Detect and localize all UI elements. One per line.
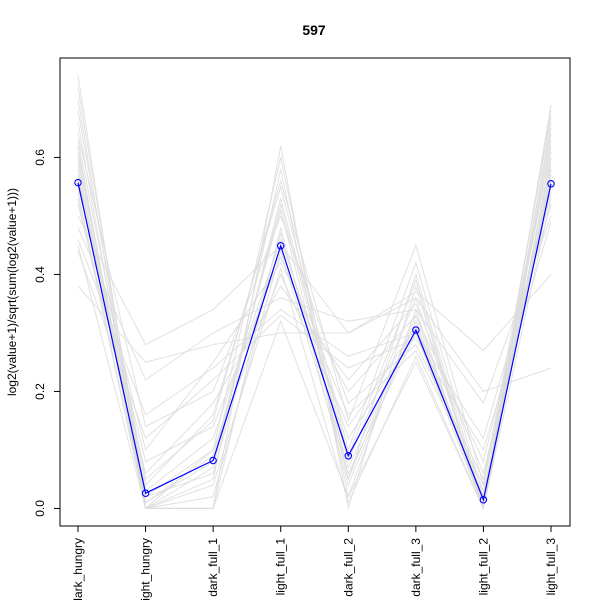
highlight-point — [209, 456, 217, 465]
background-series-line — [77, 139, 552, 510]
background-series-line — [77, 151, 552, 487]
x-tick-label: light_full_1 — [274, 538, 288, 596]
background-series-line — [77, 169, 552, 511]
background-series-line — [77, 157, 552, 505]
x-tick-label: dark_hungry — [71, 538, 85, 600]
highlight-point — [479, 495, 488, 504]
x-axis: dark_hungry light_hungry dark_full_1 light_… — [71, 526, 558, 600]
background-series-line — [77, 133, 552, 481]
y-axis-label: log2(value+1)/sqrt(sum(log2(value+1))) — [5, 188, 19, 396]
x-tick-label: light_hungry — [139, 538, 153, 600]
background-series-line — [77, 87, 552, 503]
highlight-point — [412, 326, 420, 334]
x-tick-label: dark_full_2 — [341, 538, 355, 597]
background-series-line — [77, 180, 552, 464]
y-tick-label: 0.0 — [33, 500, 47, 517]
background-series-line — [77, 215, 552, 405]
highlight-point — [276, 242, 285, 250]
background-series-line — [77, 204, 552, 440]
background-series-line — [77, 116, 552, 486]
x-tick-label: dark_full_1 — [206, 538, 220, 597]
x-tick-label: light_full_2 — [476, 538, 490, 596]
plot-frame — [59, 57, 571, 527]
x-tick-label: dark_full_3 — [409, 538, 423, 597]
y-tick-label: 0.2 — [33, 383, 47, 400]
highlight-point — [141, 489, 150, 497]
highlight-series-group — [74, 178, 555, 504]
background-series-group — [77, 75, 552, 511]
y-tick-label: 0.4 — [33, 266, 47, 283]
y-axis: 0.0 0.2 0.4 0.6 — [33, 149, 60, 517]
highlight-point — [547, 180, 555, 188]
background-series-line — [77, 221, 552, 452]
highlight-series-line — [77, 182, 552, 502]
background-series-line — [77, 98, 552, 510]
background-series-line — [77, 198, 552, 510]
y-tick-label: 0.6 — [33, 149, 47, 166]
x-tick-label: light_full_3 — [544, 538, 558, 596]
chart-title: 597 — [302, 22, 326, 38]
background-series-line — [77, 215, 552, 352]
background-series-line — [77, 169, 552, 511]
highlight-point — [344, 452, 353, 460]
highlight-point — [74, 178, 82, 187]
background-series-line — [77, 110, 552, 497]
background-series-line — [77, 285, 552, 393]
